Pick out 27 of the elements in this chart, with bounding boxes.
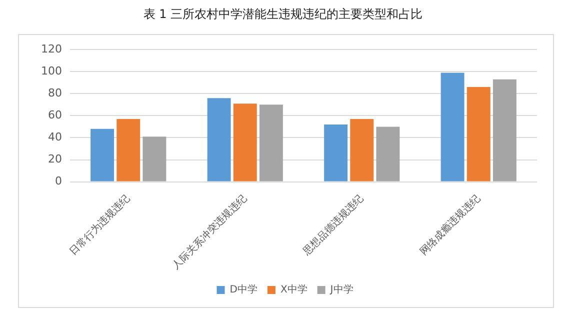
legend-label: X中学	[280, 284, 308, 296]
y-tick-label: 120	[40, 42, 62, 56]
y-tick-label: 80	[48, 86, 62, 100]
bar	[233, 104, 257, 182]
bar	[466, 87, 490, 182]
bar	[492, 79, 516, 182]
y-tick-label: 60	[48, 108, 62, 122]
legend-label: J中学	[329, 284, 354, 296]
bar	[376, 126, 400, 182]
bar	[116, 119, 140, 182]
bar	[90, 128, 114, 182]
bar	[350, 119, 374, 182]
y-tick-label: 20	[48, 152, 62, 166]
x-tick-label: 人际关系冲突违规违纪	[170, 192, 250, 272]
bar	[440, 72, 464, 182]
x-tick-label: 思想品德违规违纪	[300, 192, 366, 258]
y-tick-label: 0	[54, 174, 62, 188]
x-tick-label: 日常行为违规违纪	[67, 192, 132, 258]
y-tick-label: 40	[48, 130, 62, 144]
x-tick-label: 网络成瘾违规违纪	[418, 192, 483, 258]
y-tick-label: 100	[40, 64, 62, 78]
legend-label: D中学	[230, 284, 258, 296]
chart-title: 表 1 三所农村中学潜能生违规违纪的主要类型和占比	[142, 6, 424, 23]
bar	[142, 136, 166, 182]
bar	[259, 104, 283, 182]
bar	[324, 124, 348, 182]
bar	[207, 98, 231, 182]
